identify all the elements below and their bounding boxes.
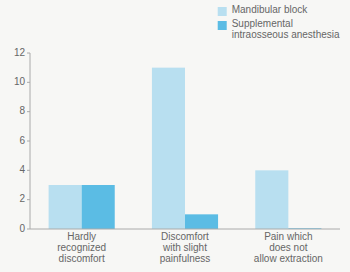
bar [152, 68, 185, 229]
y-axis-line [30, 53, 31, 229]
y-axis: 0 2 4 6 8 10 12 [14, 47, 30, 234]
legend: Mandibular block Supplementalintraosseous… [218, 4, 340, 40]
bars [49, 68, 322, 229]
y-tick-label: 12 [14, 47, 26, 58]
y-tick-label: 2 [19, 193, 25, 204]
bar [255, 170, 288, 229]
x-axis: Hardlyrecognizeddiscomfort Discomfortwith… [57, 231, 323, 264]
legend-label: Mandibular block [232, 4, 309, 15]
x-tick-label: Pain whichdoes notallow extraction [254, 231, 323, 264]
y-tick-label: 4 [19, 164, 25, 175]
y-tick-label: 8 [19, 105, 25, 116]
y-tick-label: 10 [14, 76, 26, 87]
chart: Mandibular block Supplementalintraosseous… [0, 0, 350, 272]
y-tick-label: 0 [19, 223, 25, 234]
x-tick-label: Hardlyrecognizeddiscomfort [57, 231, 106, 264]
x-axis-line [30, 229, 340, 230]
legend-swatch [218, 21, 227, 30]
bar [185, 214, 218, 229]
x-tick-label: Discomfortwith slightpainfulness [160, 231, 211, 264]
y-tick-label: 6 [19, 135, 25, 146]
bar [49, 185, 82, 229]
legend-label: Supplementalintraosseous anesthesia [232, 18, 340, 40]
bar [82, 185, 115, 229]
legend-swatch [218, 7, 227, 16]
